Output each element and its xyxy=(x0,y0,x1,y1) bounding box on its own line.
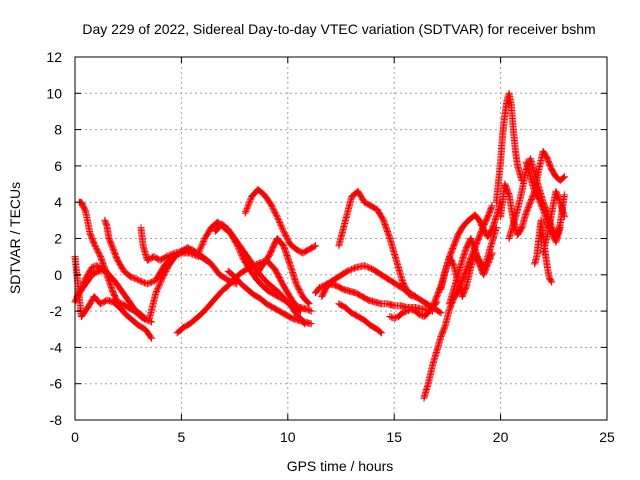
y-axis-label: SDTVAR / TECUs xyxy=(7,182,23,294)
data-point-marks xyxy=(446,235,496,308)
chart-title: Day 229 of 2022, Sidereal Day-to-day VTE… xyxy=(82,21,595,37)
data-point-marks xyxy=(146,244,241,322)
series-sat-28 xyxy=(539,187,568,257)
y-tick-label: -8 xyxy=(50,412,63,428)
y-tick-label: 8 xyxy=(54,122,62,138)
y-tick-label: 10 xyxy=(46,85,62,101)
series-sat-26 xyxy=(522,147,568,195)
series-sat-23 xyxy=(492,89,526,206)
series-sat-13 xyxy=(252,235,313,308)
y-tick-label: 12 xyxy=(46,49,62,65)
x-tick-label: 10 xyxy=(280,429,296,445)
series-sat-12 xyxy=(241,186,319,257)
y-tick-label: -4 xyxy=(50,339,63,355)
series-sat-15 xyxy=(318,280,436,315)
series-sat-7 xyxy=(146,244,241,322)
data-points xyxy=(71,89,568,402)
data-point-marks xyxy=(335,300,385,337)
series-sat-17 xyxy=(335,187,419,301)
y-tick-label: 0 xyxy=(54,267,62,283)
x-tick-label: 0 xyxy=(71,429,79,445)
data-point-marks xyxy=(318,280,436,315)
series-sat-10 xyxy=(211,220,309,328)
data-point-marks xyxy=(224,267,315,328)
y-tick-label: -2 xyxy=(50,303,63,319)
data-point-marks xyxy=(492,89,526,206)
y-tick-label: 6 xyxy=(54,158,62,174)
series-sat-16 xyxy=(335,300,385,337)
series-sat-22 xyxy=(446,235,496,308)
data-point-marks xyxy=(252,235,313,308)
y-tick-label: 2 xyxy=(54,231,62,247)
data-point-marks xyxy=(241,186,319,257)
grid xyxy=(75,57,607,420)
data-point-marks xyxy=(335,187,419,301)
x-tick-label: 5 xyxy=(178,429,186,445)
axis-ticks: 0 5 10 15 20 25 -8 -6 -4 -2 0 2 4 6 8 10 12 xyxy=(46,49,615,445)
x-tick-label: 20 xyxy=(493,429,509,445)
y-tick-label: -6 xyxy=(50,376,63,392)
series-sat-11 xyxy=(224,267,315,328)
x-tick-label: 25 xyxy=(599,429,615,445)
x-tick-label: 15 xyxy=(386,429,402,445)
data-point-marks xyxy=(539,187,568,257)
data-point-marks xyxy=(522,147,568,195)
y-tick-label: 4 xyxy=(54,194,62,210)
data-point-marks xyxy=(211,220,309,328)
x-axis-label: GPS time / hours xyxy=(287,458,394,474)
